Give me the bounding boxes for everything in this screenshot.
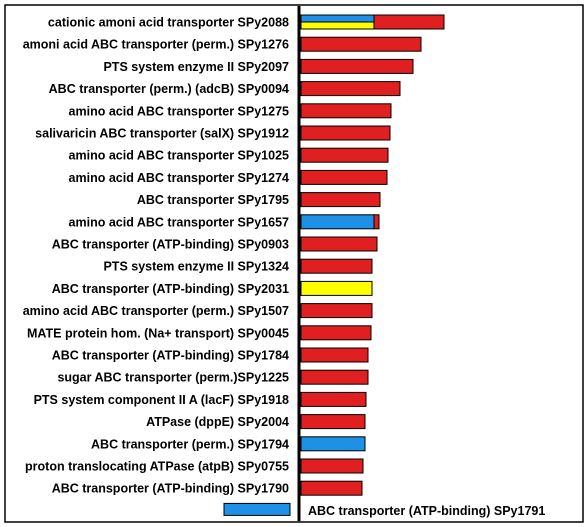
bar-segment-red bbox=[300, 258, 373, 274]
bar-segment-red bbox=[300, 36, 422, 52]
category-label: cationic amoni acid transporter SPy2088 bbox=[48, 16, 289, 30]
category-label: amino acid ABC transporter SPy1274 bbox=[69, 171, 289, 185]
bar-segment-blue bbox=[300, 436, 366, 452]
bar-segment-red bbox=[300, 125, 391, 141]
bar-segment-red bbox=[300, 147, 389, 163]
bar-segment-red bbox=[300, 414, 366, 430]
category-label: PTS system enzyme II SPy1324 bbox=[103, 260, 289, 274]
category-label: ABC transporter (ATP-binding) SPy1784 bbox=[52, 349, 289, 363]
bar-segment-red bbox=[300, 303, 373, 319]
category-label: ABC transporter (perm.) SPy1794 bbox=[91, 437, 289, 451]
category-label: ATPase (dppE) SPy2004 bbox=[146, 415, 289, 429]
bar-segment-red bbox=[300, 458, 364, 474]
bar-segment-blue bbox=[300, 214, 375, 230]
category-label: PTS system enzyme II SPy2097 bbox=[103, 60, 289, 74]
bar-segment-red bbox=[300, 192, 381, 208]
category-label: sugar ABC transporter (perm.)SPy1225 bbox=[57, 371, 289, 385]
category-label: amoni acid ABC transporter (perm.) SPy12… bbox=[23, 38, 289, 52]
bar-segment-red bbox=[300, 347, 369, 363]
bar-segment-red bbox=[300, 169, 388, 185]
bar-segment-red bbox=[300, 236, 378, 252]
category-label: PTS system component II A (lacF) SPy1918 bbox=[34, 393, 289, 407]
category-label: proton translocating ATPase (atpB) SPy07… bbox=[25, 460, 289, 474]
bar-segment-red bbox=[300, 58, 414, 74]
category-label: ABC transporter (ATP-binding) SPy1790 bbox=[52, 482, 289, 496]
bar-segment-red bbox=[300, 369, 369, 385]
category-label: ABC transporter SPy1795 bbox=[137, 193, 289, 207]
bar-segment-yellow bbox=[300, 21, 375, 30]
category-label: ABC transporter (ATP-binding) SPy0903 bbox=[52, 238, 289, 252]
bar-segment-red bbox=[300, 81, 401, 97]
category-label: MATE protein hom. (Na+ transport) SPy004… bbox=[27, 326, 289, 340]
bar-segment-blue bbox=[223, 502, 291, 516]
bar-segment-blue bbox=[300, 14, 375, 23]
category-label: amino acid ABC transporter SPy1657 bbox=[69, 215, 289, 229]
bar-segment-red bbox=[300, 325, 372, 341]
bars-layer bbox=[223, 14, 445, 516]
category-label: amino acid ABC transporter (perm.) SPy15… bbox=[23, 304, 289, 318]
category-label: ABC transporter (perm.) (adcB) SPy0094 bbox=[49, 82, 289, 96]
category-label: ABC transporter (ATP-binding) SPy1791 bbox=[308, 504, 545, 518]
category-label: ABC transporter (ATP-binding) SPy2031 bbox=[52, 282, 289, 296]
category-label: amino acid ABC transporter SPy1025 bbox=[69, 149, 289, 163]
category-label: salivaricin ABC transporter (salX) SPy19… bbox=[35, 127, 289, 141]
chart-frame bbox=[4, 4, 584, 523]
bar-segment-red bbox=[300, 103, 392, 119]
bar-segment-red bbox=[373, 14, 445, 30]
labels-layer: cationic amoni acid transporter SPy2088 a… bbox=[23, 16, 546, 518]
bar-segment-yellow bbox=[300, 280, 373, 296]
bar-segment-red bbox=[300, 480, 363, 496]
bar-segment-red bbox=[300, 391, 367, 407]
bar-segment-red bbox=[373, 214, 380, 230]
category-label: amino acid ABC transporter SPy1275 bbox=[69, 104, 289, 118]
